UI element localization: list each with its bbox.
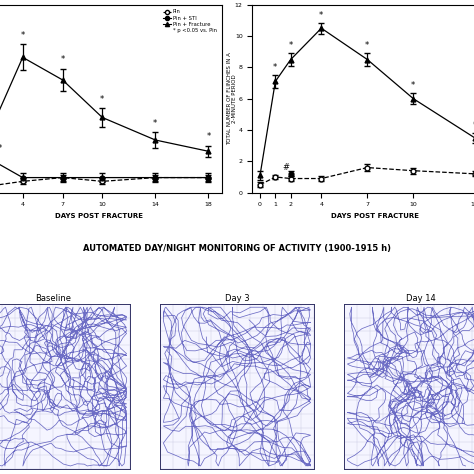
Text: *: * xyxy=(20,31,25,40)
Text: *: * xyxy=(289,41,293,50)
Title: Day 3: Day 3 xyxy=(225,294,249,303)
Text: *: * xyxy=(153,119,157,128)
Text: AUTOMATED DAY/NIGHT MONITORING OF ACTIVITY (1900-1915 h): AUTOMATED DAY/NIGHT MONITORING OF ACTIVI… xyxy=(83,244,391,253)
Title: Baseline: Baseline xyxy=(35,294,71,303)
Legend: Pin, Pin + STI, Pin + Fracture, * p <0.05 vs. Pin: Pin, Pin + STI, Pin + Fracture, * p <0.0… xyxy=(161,8,219,35)
Text: *: * xyxy=(273,63,277,72)
Text: *: * xyxy=(60,55,64,64)
Title: SPONTANEOUS FLINCHING: SPONTANEOUS FLINCHING xyxy=(319,0,431,1)
X-axis label: DAYS POST FRACTURE: DAYS POST FRACTURE xyxy=(55,213,143,219)
Text: *: * xyxy=(473,121,474,130)
Text: *: * xyxy=(100,94,104,103)
Text: *: * xyxy=(411,81,416,90)
Title: SPONTANEOUS GUARDING: SPONTANEOUS GUARDING xyxy=(43,0,155,1)
Text: *: * xyxy=(206,132,210,141)
Title: Day 14: Day 14 xyxy=(406,294,436,303)
X-axis label: DAYS POST FRACTURE: DAYS POST FRACTURE xyxy=(331,213,419,219)
Text: *: * xyxy=(0,144,2,153)
Text: *: * xyxy=(365,41,369,50)
Text: *: * xyxy=(319,10,323,19)
Text: #: # xyxy=(283,163,290,172)
Y-axis label: TOTAL NUMBER OF FLINCHES IN A
2-MINUTE PERIOD: TOTAL NUMBER OF FLINCHES IN A 2-MINUTE P… xyxy=(227,52,237,145)
